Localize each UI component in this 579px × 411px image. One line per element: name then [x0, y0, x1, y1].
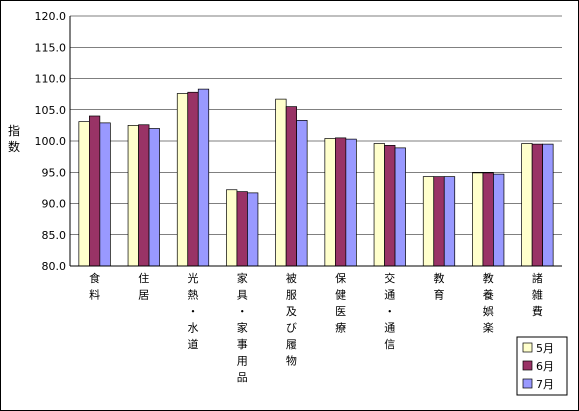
bar-7-2 — [384, 145, 396, 267]
bar-8-2 — [433, 176, 445, 267]
y-tick-label: 95.0 — [42, 166, 67, 179]
bar-1-3 — [99, 122, 111, 267]
bar-2-3 — [148, 128, 160, 267]
bar-4-3 — [247, 192, 259, 267]
bar-7-3 — [394, 147, 406, 267]
bar-2-2 — [138, 124, 150, 267]
category-label: 教養娯楽 — [483, 272, 494, 335]
legend: 5月 6月 7月 — [516, 336, 568, 396]
bar-8-1 — [422, 176, 435, 267]
legend-label: 7月 — [536, 378, 554, 391]
bar-7-1 — [373, 143, 385, 267]
bar-1-1 — [78, 121, 90, 267]
category-label: 諸雑費 — [532, 271, 543, 318]
y-tick-label: 85.0 — [42, 229, 67, 242]
category-labels: 食料 住居 光熱・水道 家具・家事用品 被服及び履物 保健医療 交通・通信 教育 教養娯楽 諸雑費 — [89, 271, 543, 384]
bar-4-1 — [226, 189, 238, 267]
bar-8-3 — [443, 176, 456, 267]
legend-label: 6月 — [536, 360, 554, 373]
bar-3-3 — [197, 88, 210, 267]
bar-9-3 — [493, 173, 505, 267]
category-label: 保健医療 — [335, 271, 346, 335]
y-tick-label: 100.0 — [35, 135, 67, 148]
bar-2-1 — [127, 125, 139, 267]
bar-6-1 — [324, 138, 336, 267]
legend-swatch — [522, 342, 533, 353]
bar-5-1 — [275, 98, 287, 267]
category-label: 家具・家事用品 — [237, 271, 248, 384]
y-axis-label-text: 指数 — [8, 123, 20, 154]
y-axis-label: 指数 — [8, 123, 20, 154]
bar-5-2 — [285, 106, 297, 267]
y-tick-label: 80.0 — [42, 260, 67, 273]
category-label: 被服及び履物 — [286, 272, 297, 368]
y-tick-label: 110.0 — [35, 73, 67, 86]
bar-6-3 — [345, 138, 357, 267]
category-label: 教育 — [434, 272, 445, 302]
bar-9-1 — [472, 172, 484, 267]
bar-10-2 — [531, 143, 544, 267]
bar-4-2 — [236, 191, 248, 267]
category-label: 光熱・水道 — [188, 271, 199, 351]
category-label: 住居 — [138, 271, 149, 302]
bar-6-2 — [335, 137, 347, 267]
bars — [78, 88, 554, 267]
y-tick-label: 90.0 — [42, 198, 67, 211]
y-tick-label: 120.0 — [35, 10, 67, 23]
legend-swatch — [522, 378, 533, 389]
legend-swatch — [522, 360, 533, 371]
y-tick-label: 105.0 — [35, 104, 67, 117]
y-tick-label: 115.0 — [35, 41, 67, 54]
bar-10-1 — [521, 143, 533, 267]
category-label: 交通・通信 — [384, 271, 395, 351]
category-label: 食料 — [89, 271, 100, 302]
bar-3-2 — [187, 91, 199, 267]
bar-5-3 — [296, 120, 308, 267]
y-tick-labels: 80.0 85.0 90.0 95.0 100.0 105.0 110.0 115.0 120.… — [35, 10, 67, 273]
bar-1-2 — [88, 115, 101, 267]
legend-label: 5月 — [536, 342, 554, 355]
bar-3-1 — [176, 93, 189, 267]
bar-10-3 — [542, 143, 554, 267]
bar-9-2 — [482, 172, 494, 267]
